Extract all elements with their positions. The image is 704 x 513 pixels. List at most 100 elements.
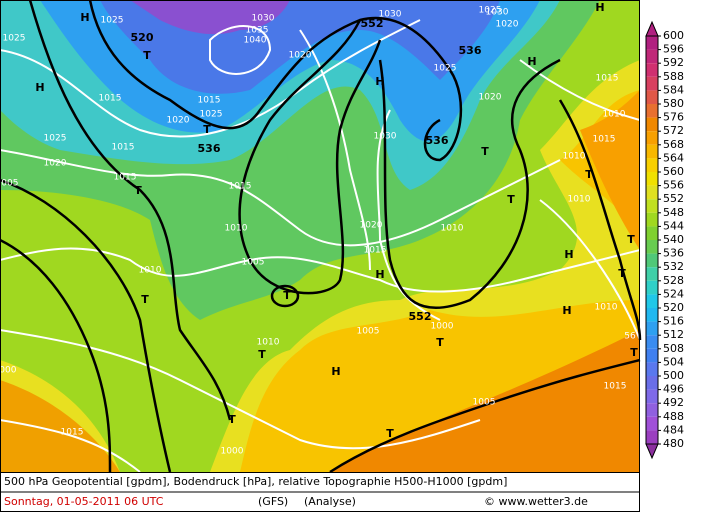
geopotential-label: 552 xyxy=(409,310,432,323)
legend-swatch xyxy=(646,172,658,186)
geopotential-label: 552 xyxy=(361,17,384,30)
isobar-label: 1010 xyxy=(595,303,618,313)
legend-label: 600 xyxy=(663,29,684,42)
isobar-label: 1030 xyxy=(374,132,397,142)
legend-label: 496 xyxy=(663,383,684,396)
legend-swatch xyxy=(646,158,658,172)
legend-label: 560 xyxy=(663,165,684,178)
isobar-label: 1010 xyxy=(568,195,591,205)
isobar-label: 1005 xyxy=(242,258,265,268)
legend-swatch xyxy=(646,403,658,417)
color-legend: 6005965925885845805765725685645605565525… xyxy=(645,20,684,460)
isobar-label: 56 xyxy=(624,332,636,342)
legend-swatch xyxy=(646,253,658,268)
legend-label: 548 xyxy=(663,206,684,219)
isobar-label: 1010 xyxy=(257,338,280,348)
caption-date: Sonntag, 01-05-2011 06 UTC xyxy=(4,495,164,508)
legend-swatch xyxy=(646,267,658,281)
caption-frame xyxy=(0,472,640,512)
isobar-label: 1030 xyxy=(379,10,402,20)
pressure-center-label: T xyxy=(203,123,211,136)
isobar-label: 1035 xyxy=(246,26,269,36)
legend-swatch xyxy=(646,36,658,50)
legend-label: 536 xyxy=(663,247,684,260)
isobar-label: 1000 xyxy=(431,322,454,332)
isobar-label: 1015 xyxy=(61,428,84,438)
legend-swatch xyxy=(646,185,658,200)
legend-label: 488 xyxy=(663,410,684,423)
legend-label: 532 xyxy=(663,260,684,273)
legend-swatch xyxy=(646,63,658,77)
isobar-label: 1020 xyxy=(496,20,519,30)
isobar-label: 1020 xyxy=(289,51,312,61)
legend-label: 544 xyxy=(663,219,684,232)
legend-label: 584 xyxy=(663,83,684,96)
legend-swatch xyxy=(646,335,658,349)
legend-label: 556 xyxy=(663,179,684,192)
legend-label: 492 xyxy=(663,396,684,409)
isobar-label: 1020 xyxy=(44,159,67,169)
isobar-label: 1015 xyxy=(596,74,619,84)
pressure-center-label: H xyxy=(527,55,536,68)
isobar-label: 1010 xyxy=(139,266,162,276)
legend-swatch xyxy=(646,240,658,254)
field-orange-se xyxy=(330,330,640,472)
pressure-center-label: H xyxy=(595,1,604,14)
pressure-center-label: T xyxy=(258,348,266,361)
legend-label: 500 xyxy=(663,369,684,382)
isobar-label: 1025 xyxy=(479,6,502,16)
legend-swatch xyxy=(646,348,658,363)
legend-swatch xyxy=(646,280,658,295)
pressure-center-label: T xyxy=(481,145,489,158)
legend-swatch xyxy=(646,131,658,145)
pressure-center-label: T xyxy=(143,49,151,62)
legend-swatch xyxy=(646,144,658,159)
caption-description: 500 hPa Geopotential [gpdm], Bodendruck … xyxy=(4,475,507,488)
geopotential-lines xyxy=(0,0,642,474)
caption-run: (Analyse) xyxy=(304,495,356,508)
legend-label: 572 xyxy=(663,124,684,137)
isobar-label: 1015 xyxy=(364,246,387,256)
isobar-label: 1015 xyxy=(112,143,135,153)
isobar-label: 1010 xyxy=(225,224,248,234)
legend-frame xyxy=(645,35,659,445)
isobar-label: 1015 xyxy=(604,382,627,392)
isobar-label: 1025 xyxy=(200,110,223,120)
legend-swatch xyxy=(646,117,658,132)
caption-model: (GFS) xyxy=(258,495,288,508)
pressure-center-label: T xyxy=(436,336,444,349)
isobar-label: 1005 xyxy=(0,179,18,189)
legend-label: 516 xyxy=(663,315,684,328)
isobars xyxy=(0,19,641,473)
caption: 500 hPa Geopotential [gpdm], Bodendruck … xyxy=(0,472,640,512)
legend-swatch xyxy=(646,104,658,118)
map xyxy=(0,0,642,474)
legend-swatch xyxy=(646,294,658,308)
isobar-label: 1020 xyxy=(360,221,383,231)
isobar-label: 1020 xyxy=(479,93,502,103)
isobar-label: 1015 xyxy=(229,182,252,192)
pressure-center-label: T xyxy=(386,427,394,440)
legend-label: 484 xyxy=(663,423,684,436)
legend-swatch xyxy=(646,416,658,431)
legend-label: 524 xyxy=(663,287,684,300)
pressure-center-label: T xyxy=(228,413,236,426)
legend-label: 580 xyxy=(663,97,684,110)
pressure-center-label: H xyxy=(331,365,340,378)
pressure-center-label: H xyxy=(375,268,384,281)
pressure-center-label: H xyxy=(562,304,571,317)
isobar-label: 1025 xyxy=(3,34,26,44)
geopotential-label: 520 xyxy=(131,31,154,44)
legend-swatch xyxy=(646,376,658,390)
isobar-label: 1005 xyxy=(473,398,496,408)
legend-label: 596 xyxy=(663,43,684,56)
legend-swatch xyxy=(646,308,658,322)
pressure-center-label: H xyxy=(80,11,89,24)
isobar-label: 1025 xyxy=(434,64,457,74)
pressure-center-label: T xyxy=(585,168,593,181)
isobar-label: 1025 xyxy=(44,134,67,144)
pressure-center-label: T xyxy=(283,289,291,302)
legend-label: 588 xyxy=(663,70,684,83)
legend-label: 520 xyxy=(663,301,684,314)
